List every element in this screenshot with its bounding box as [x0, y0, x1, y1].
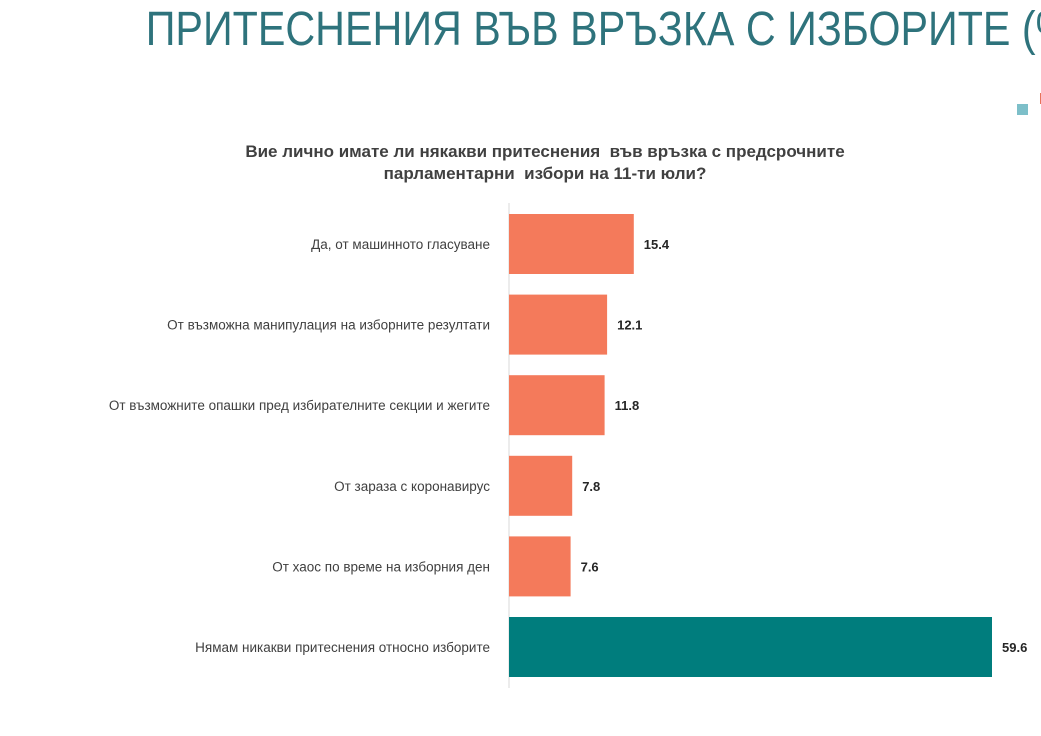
value-label-5: 7.6	[581, 559, 599, 574]
category-label-1: Да, от машинното гласуване	[311, 237, 490, 252]
bar-4	[509, 455, 573, 516]
bar-6	[509, 617, 992, 677]
value-label-4: 7.8	[582, 479, 600, 494]
bar-1	[509, 214, 634, 274]
category-label-2: От възможна манипулация на изборните рез…	[167, 318, 490, 333]
chart-title: Вие лично имате ли някакви притеснения в…	[130, 141, 960, 185]
chart-title-line-1: Вие лично имате ли някакви притеснения в…	[245, 142, 845, 161]
bar-5	[509, 536, 571, 597]
category-label-4: От зараза с коронавирус	[334, 479, 490, 494]
value-label-6: 59.6	[1002, 640, 1027, 655]
value-label-3: 11.8	[615, 398, 640, 413]
category-label-6: Нямам никакви притеснения относно избори…	[195, 640, 490, 655]
slide-title: ПРИТЕСНЕНИЯ ВЪВ ВРЪЗКА С ИЗБОРИТЕ (%)	[145, 3, 1041, 56]
decorative-square-icon	[1017, 104, 1028, 115]
chart-title-line-2: парламентарни избори на 11-ти юли?	[383, 164, 707, 183]
bar-3	[509, 375, 605, 436]
category-label-5: От хаос по време на изборния ден	[272, 559, 490, 574]
bar-2	[509, 294, 608, 355]
value-label-2: 12.1	[617, 318, 642, 333]
value-label-1: 15.4	[644, 237, 670, 252]
category-label-3: От възможните опашки пред избирателните …	[109, 398, 490, 413]
